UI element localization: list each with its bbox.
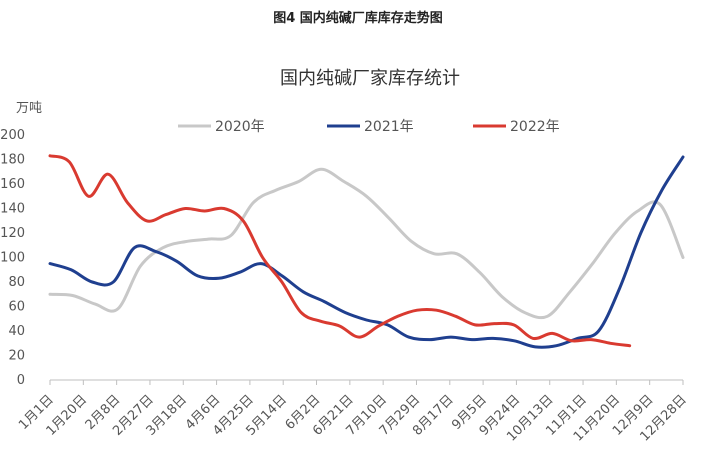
chart-title: 国内纯碱厂家库存统计 <box>280 68 460 89</box>
y-axis-unit-label: 万吨 <box>16 101 42 116</box>
legend-label: 2021年 <box>364 119 414 135</box>
series-line-2020 <box>48 167 685 320</box>
y-tick-label: 180 <box>0 153 25 168</box>
y-tick-label: 80 <box>8 275 25 290</box>
y-tick-label: 40 <box>8 324 25 339</box>
y-tick-label: 200 <box>0 128 25 143</box>
y-tick-label: 0 <box>17 373 25 388</box>
y-tick-label: 60 <box>8 300 25 315</box>
legend-label: 2022年 <box>510 119 560 135</box>
legend: 2020年 2021年 2022年 <box>178 119 560 135</box>
x-axis: 1月1日1月20日2月8日2月27日3月18日4月6日4月25日5月14日6月2… <box>16 379 690 445</box>
y-tick-label: 120 <box>0 226 25 241</box>
y-tick-label: 160 <box>0 177 25 192</box>
y-tick-label: 20 <box>8 349 25 364</box>
series-layer <box>48 154 685 349</box>
series-line-2022 <box>48 154 632 348</box>
legend-label: 2020年 <box>215 119 265 135</box>
series-line-2021 <box>48 155 685 349</box>
y-tick-label: 100 <box>0 251 25 266</box>
y-axis: 0 20 40 60 80 100 120 140 160 180 200 <box>0 128 25 388</box>
figure-label: 图4 国内纯碱厂库库存走势图 <box>273 10 443 26</box>
y-tick-label: 140 <box>0 202 25 217</box>
